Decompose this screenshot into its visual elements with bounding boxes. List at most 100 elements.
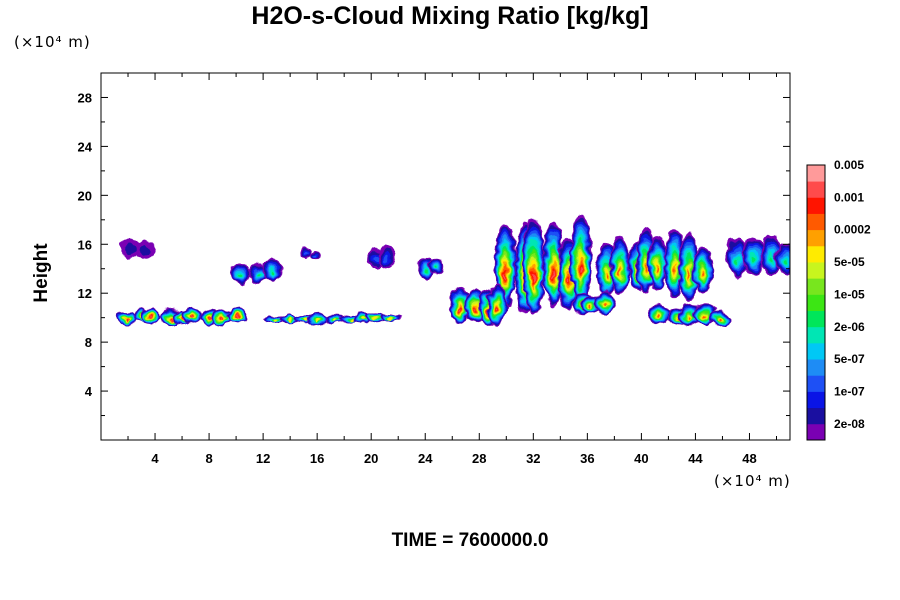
colorbar-swatch [807,229,825,247]
cloud-contour [604,303,607,307]
cloud-region [119,237,156,260]
cloud-contour [315,318,318,322]
cloud-region [368,245,396,269]
cloud-contour [361,317,364,321]
colorbar: 2e-08 1e-07 5e-07 2e-06 1e-05 5e-05 0.0002 0.00… [806,158,871,441]
cloud-contour [735,258,739,265]
cloud-region [450,283,508,328]
cloud-contour [273,318,276,322]
cloud-contour [288,318,291,322]
cloud-contour [170,318,172,322]
colorbar-label: 5e-05 [834,255,865,269]
cloud-contour [589,305,592,309]
y-axis-unit: (×10⁴ m) [14,33,91,51]
chart-title: H2O-s-Cloud Mixing Ratio [kg/kg] [251,2,649,30]
x-tick-label: 24 [418,451,433,466]
cloud-contour [434,267,437,271]
x-tick-label: 8 [205,451,212,466]
x-tick-label: 36 [580,451,594,466]
cloud-contour [190,315,193,319]
x-axis-unit: (×10⁴ m) [714,472,791,490]
colorbar-swatch [807,407,825,425]
colorbar-swatch [807,423,825,441]
colorbar-swatch [807,181,825,198]
colorbar-swatch [807,262,825,279]
y-tick-label: 20 [78,188,92,203]
colorbar-label: 0.0002 [834,223,871,237]
cloud-region [596,228,714,303]
x-tick-label: 16 [310,451,324,466]
y-tick-label: 4 [85,384,93,399]
cloud-contour [313,254,317,258]
cloud-contour [257,273,261,277]
cloud-region [116,307,248,327]
cloud-contour [459,307,461,311]
cloud-field [116,214,790,328]
cloud-contour [580,266,582,274]
cloud-contour [236,315,239,319]
x-tick-label: 20 [364,451,378,466]
colorbar-swatch [807,245,825,263]
cloud-contour [552,271,555,278]
cloud-region [300,248,321,260]
cloud-contour [304,253,308,257]
cloud-contour [496,307,498,311]
colorbar-label: 5e-07 [834,352,865,366]
cloud-contour [374,257,380,264]
colorbar-swatch [807,213,825,231]
x-tick-label: 32 [526,451,540,466]
y-tick-label: 8 [85,335,92,350]
x-tick-label: 40 [634,451,648,466]
y-tick-label: 12 [78,286,92,301]
cloud-contour [140,245,152,256]
cloud-contour [769,255,774,262]
x-tick-label: 48 [742,451,756,466]
colorbar-swatch [807,342,825,360]
cloud-region [418,257,444,280]
cloud-contour [334,318,337,322]
cloud-contour [751,256,756,263]
colorbar-swatch [807,278,825,295]
colorbar-swatch [807,165,825,182]
colorbar-swatch [807,294,825,311]
cloud-contour [125,317,128,321]
colorbar-label: 0.005 [834,158,864,172]
cloud-contour [784,259,788,265]
cloud-contour [704,314,707,318]
colorbar-label: 1e-07 [834,384,865,398]
cloud-contour [605,273,608,279]
cloud-region [494,214,592,317]
cloud-contour [209,317,212,321]
x-tick-label: 44 [688,451,703,466]
cloud-contour [221,317,224,321]
time-label: TIME = 7600000.0 [391,530,549,551]
cloud-contour [389,317,392,321]
cloud-contour [504,272,507,279]
cloud-region [230,259,283,286]
cloud-contour [619,269,622,275]
cloud-contour [349,317,352,321]
colorbar-swatch [807,359,825,376]
y-tick-label: 16 [78,237,92,252]
cloud-contour [303,317,306,321]
colorbar-swatch [807,391,825,409]
cloud-contour [567,278,570,284]
cloud-contour [702,273,704,278]
cloud-contour [374,317,377,321]
cloud-contour [150,316,152,320]
cloud-region [647,303,732,327]
cloud-contour [424,268,427,273]
colorbar-swatch [807,310,825,328]
cloud-contour [658,314,660,318]
cloud-contour [270,270,274,275]
cloud-contour [719,318,722,322]
x-tick-label: 4 [151,451,159,466]
colorbar-swatch [807,375,825,392]
cloud-contour [474,307,476,311]
cloud-region [725,234,790,277]
cloud-contour [238,274,242,279]
colorbar-label: 2e-06 [834,320,865,334]
colorbar-label: 1e-05 [834,287,865,301]
